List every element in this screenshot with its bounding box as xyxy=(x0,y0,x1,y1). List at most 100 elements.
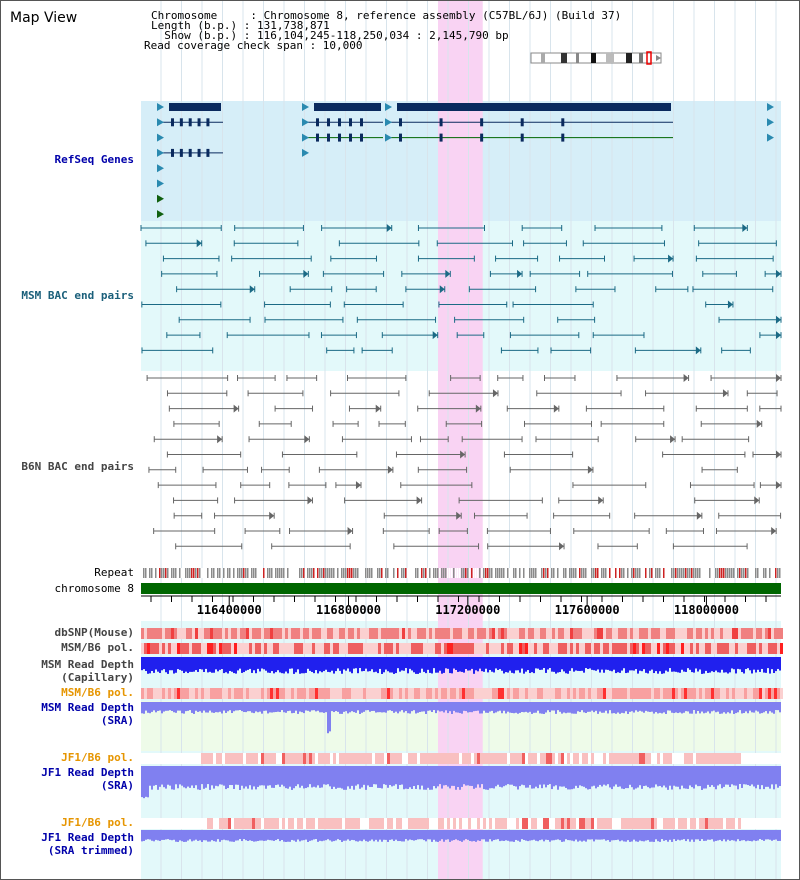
jf1-depth-sra-bar xyxy=(255,766,257,790)
b6n-bac-pair-arrow xyxy=(387,465,393,474)
msm-depth-sra-bar xyxy=(369,702,371,712)
msm-depth-sra-bar xyxy=(543,702,545,714)
msm-bac-track-label: MSM BAC end pairs xyxy=(21,289,134,302)
repeat-mark xyxy=(635,568,637,578)
msm-b6-pol-sra-heat xyxy=(213,688,216,699)
msm-depth-capillary-bar xyxy=(335,657,337,672)
jf1-depth-trimmed-bar xyxy=(331,830,333,842)
msm-depth-capillary-bar xyxy=(293,657,295,674)
jf1-depth-trimmed-bar xyxy=(507,830,509,841)
jf1-depth-sra-bar xyxy=(267,766,269,786)
msm-depth-sra-bar xyxy=(639,702,641,711)
jf1-b6-pol-heat xyxy=(714,753,717,764)
msm-b6-pol-heat xyxy=(219,643,222,654)
jf1-b6-pol-heat xyxy=(552,753,555,764)
msm-depth-capillary-bar xyxy=(451,657,453,674)
msm-b6-pol-sra-heat xyxy=(507,688,510,699)
msm-depth-capillary-bar xyxy=(149,657,151,674)
msm-depth-sra-bar xyxy=(289,702,291,711)
msm-depth-capillary-bar xyxy=(419,657,421,673)
msm-b6-pol-sra-heat xyxy=(228,688,231,699)
jf1-b6-pol-heat xyxy=(357,753,360,764)
jf1-depth-trimmed-bar xyxy=(611,830,613,841)
msm-bac-pair-arrow xyxy=(668,254,674,263)
repeat-mark xyxy=(565,568,567,578)
msm-b6-pol-heat xyxy=(360,643,363,654)
jf1-depth-trimmed-bar xyxy=(299,830,301,842)
repeat-mark xyxy=(665,568,667,578)
msm-depth-capillary-bar xyxy=(193,657,195,672)
dbsnp-heat xyxy=(465,628,468,639)
msm-b6-pol-sra-heat xyxy=(372,688,375,699)
repeat-mark xyxy=(581,568,583,578)
repeat-mark xyxy=(771,568,773,578)
msm-depth-sra-bar xyxy=(277,702,279,712)
jf1-depth-sra-bar xyxy=(495,766,497,787)
jf1-b6-pol-heat xyxy=(204,753,207,764)
msm-depth-capillary-bar xyxy=(241,657,243,673)
msm-b6-pol-heat xyxy=(432,643,435,654)
jf1-depth-sra-bar xyxy=(485,766,487,790)
msm-depth-sra-bar xyxy=(419,702,421,713)
msm-b6-pol-heat xyxy=(516,643,519,654)
msm-b6-pol-sra-heat xyxy=(360,688,363,699)
msm-depth-capillary-bar xyxy=(231,657,233,672)
msm-b6-pol-heat xyxy=(543,643,546,654)
repeat-mark xyxy=(769,568,771,578)
msm-b6-pol-sra-heat xyxy=(465,688,468,699)
jf1-depth-sra-bar xyxy=(397,766,399,789)
repeat-mark xyxy=(751,568,753,578)
jf1-depth-trimmed-bar xyxy=(735,830,737,842)
msm-b6-pol-heat xyxy=(645,643,648,654)
jf1-depth-trimmed-bar xyxy=(569,830,571,841)
jf1-depth-sra-bar xyxy=(689,766,691,786)
msm-depth-sra-bar xyxy=(337,702,339,712)
repeat-mark xyxy=(353,568,355,578)
b6n-bac-pair-arrow xyxy=(776,481,781,490)
jf1-depth-sra-bar xyxy=(469,766,471,786)
jf1-depth-sra-bar xyxy=(611,766,613,790)
msm-b6-pol-sra-heat xyxy=(621,688,624,699)
msm-b6-pol-sra-heat xyxy=(462,688,465,699)
jf1-depth-trimmed-bar xyxy=(551,830,553,841)
jf1-b6-pol-heat xyxy=(516,753,519,764)
msm-depth-capillary-bar xyxy=(379,657,381,669)
jf1-depth-sra-bar xyxy=(607,766,609,785)
msm-b6-pol-sra-heat xyxy=(579,688,582,699)
msm-depth-capillary-bar xyxy=(609,657,611,671)
jf1-depth-trimmed-bar xyxy=(725,830,727,842)
repeat-mark xyxy=(455,568,457,578)
msm-depth-sra-bar xyxy=(531,702,533,714)
gene-arrow xyxy=(385,133,392,142)
jf1-depth-sra-bar xyxy=(505,766,507,786)
b6n-bac-pair-arrow xyxy=(771,527,777,535)
jf1-depth-trimmed-bar xyxy=(765,830,767,840)
repeat-mark xyxy=(295,568,297,578)
jf1-depth-sra-bar xyxy=(217,766,219,787)
repeat-mark xyxy=(613,568,615,578)
msm-depth-sra-bar xyxy=(513,702,515,714)
repeat-mark xyxy=(759,568,761,578)
jf1-depth-sra-bar xyxy=(467,766,469,786)
jf1-depth-trimmed-bar xyxy=(193,830,195,841)
repeat-mark xyxy=(533,568,535,578)
jf1-depth-sra-bar xyxy=(285,766,287,789)
msm-b6-pol-heat xyxy=(690,643,693,654)
jf1-b6-pol-trimmed-heat xyxy=(573,818,576,829)
jf1-depth-sra-bar xyxy=(339,766,341,788)
repeat-mark xyxy=(645,568,647,578)
dbsnp-heat xyxy=(555,628,558,639)
jf1-depth-sra-bar xyxy=(757,766,759,785)
msm-depth-sra-bar xyxy=(575,702,577,714)
jf1-b6-pol-heat xyxy=(207,753,210,764)
msm-b6-pol-sra-heat xyxy=(405,688,408,699)
jf1-depth-trimmed-bar xyxy=(469,830,471,842)
jf1-depth-sra-bar xyxy=(715,766,717,790)
repeat-mark xyxy=(157,568,159,578)
msm-depth-capillary-bar xyxy=(313,657,315,674)
jf1-b6-pol-trimmed-heat xyxy=(714,818,717,829)
jf1-b6-pol-trimmed-heat xyxy=(597,818,600,829)
jf1-depth-sra-bar xyxy=(525,766,527,788)
msm-depth-capillary-bar xyxy=(395,657,397,674)
